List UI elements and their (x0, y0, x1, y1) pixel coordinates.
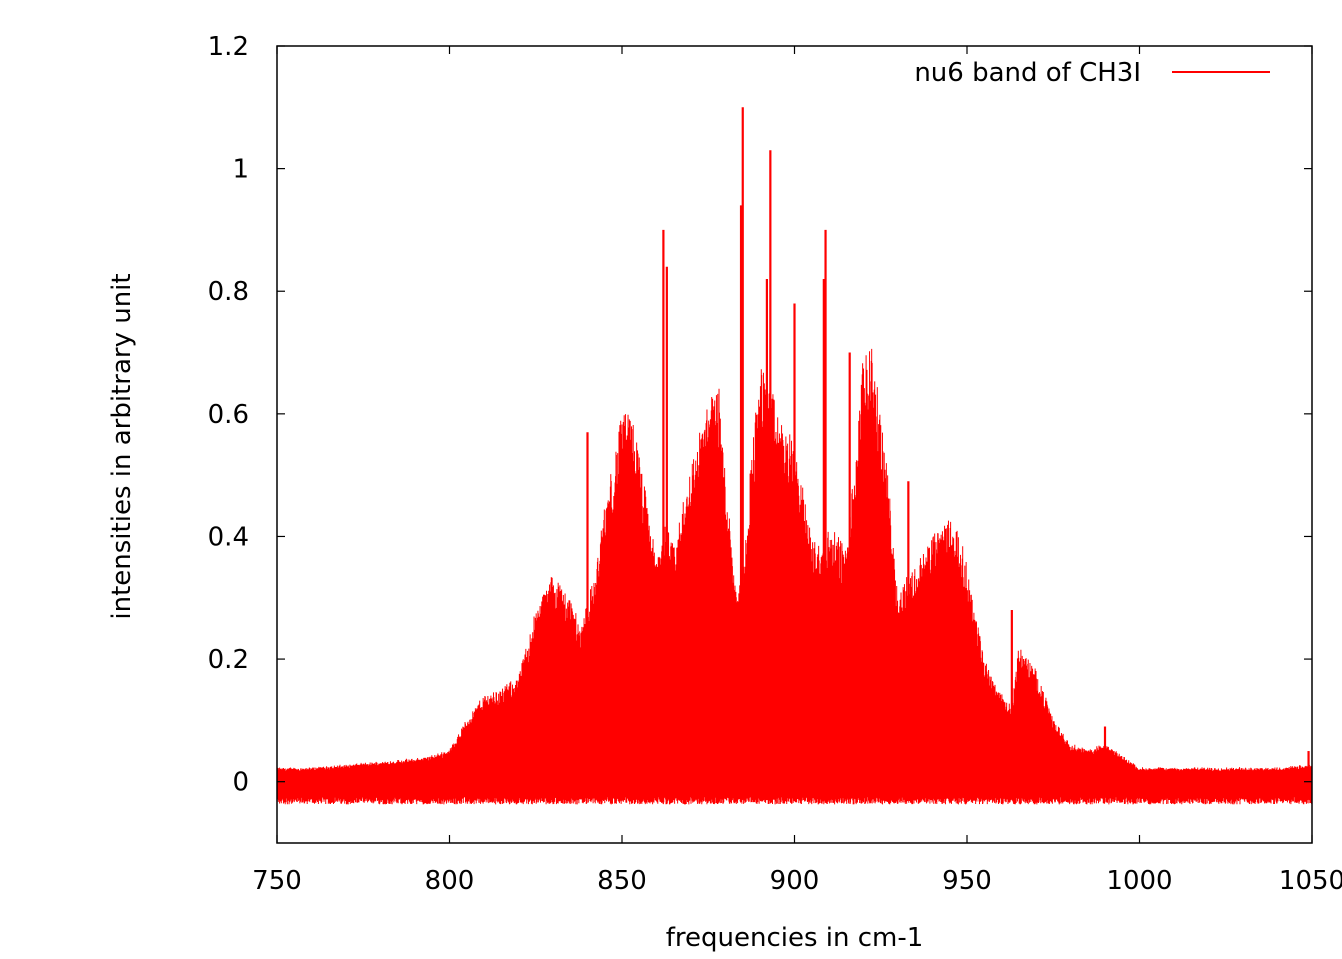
x-tick-label: 850 (597, 866, 647, 896)
y-axis-label: intensities in arbitrary unit (107, 273, 137, 619)
x-tick-label: 950 (942, 866, 992, 896)
x-tick-label: 1050 (1279, 866, 1342, 896)
x-tick-label: 750 (252, 866, 302, 896)
y-tick-label: 1 (232, 155, 249, 185)
x-tick-label: 800 (425, 866, 475, 896)
y-tick-label: 0 (232, 768, 249, 798)
y-tick-label: 0.4 (208, 522, 249, 552)
x-axis-label: frequencies in cm-1 (666, 923, 924, 953)
plot-area (276, 107, 1313, 805)
legend: nu6 band of CH3I (914, 58, 1270, 88)
y-tick-label: 0.2 (208, 645, 249, 675)
y-tick-label: 0.8 (208, 277, 249, 307)
y-tick-label: 1.2 (208, 32, 249, 62)
x-tick-label: 1000 (1106, 866, 1172, 896)
ticks: 750 800 850 900 950 1000 1050 0 0.2 0.4 0.6 0.8 1 1.2 (208, 32, 1342, 896)
legend-series-label: nu6 band of CH3I (914, 58, 1141, 88)
x-tick-label: 900 (770, 866, 820, 896)
y-tick-label: 0.6 (208, 400, 249, 430)
